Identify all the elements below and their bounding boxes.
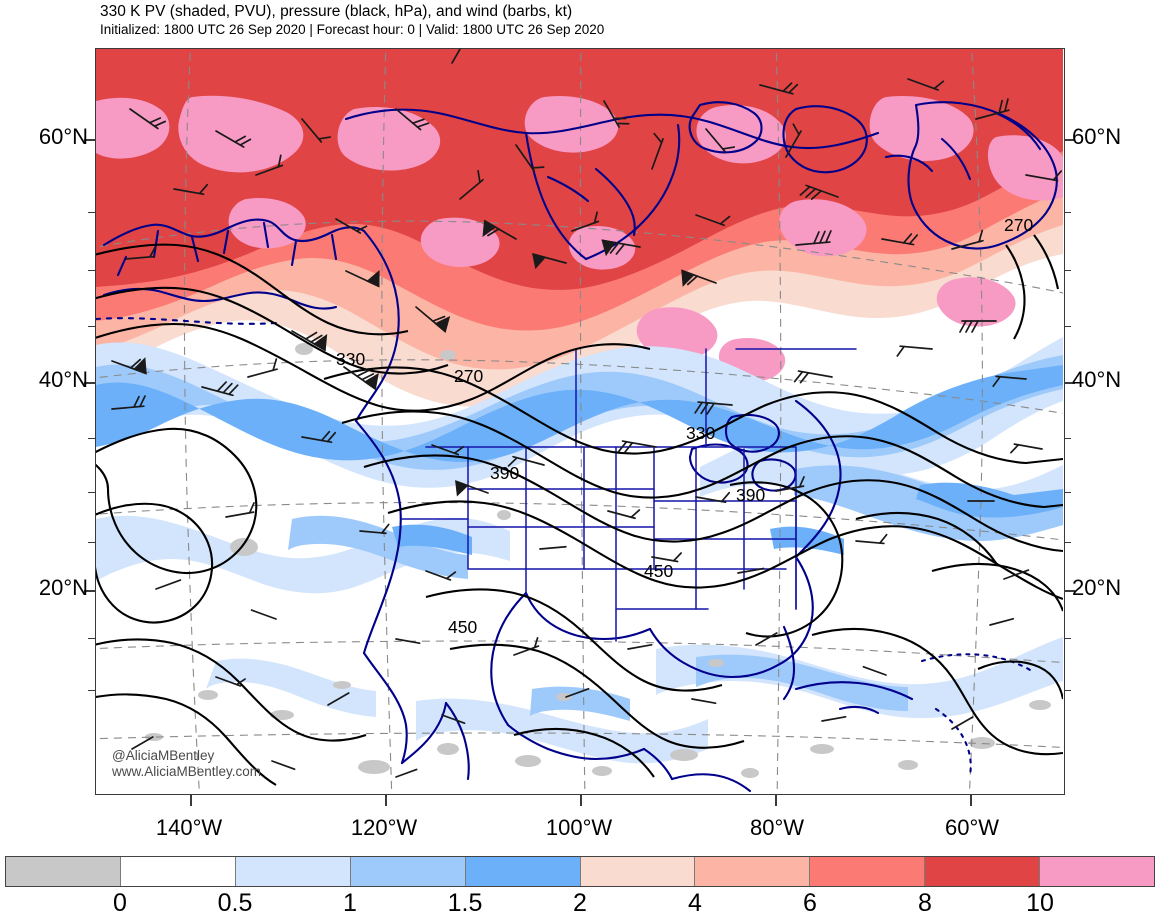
contour-label-330-west: 330 bbox=[336, 349, 365, 369]
lat-tick-minor-6-left bbox=[88, 542, 95, 544]
lat-tick-60n-right bbox=[1064, 139, 1075, 141]
lat-tick-minor-3-right bbox=[1064, 326, 1071, 328]
colorbar-tick-10: 10 bbox=[1026, 889, 1054, 917]
lat-tick-20n-right bbox=[1064, 590, 1075, 592]
colorbar-tick-0-5: 0.5 bbox=[217, 889, 253, 917]
contour-label-390-west: 390 bbox=[490, 463, 519, 483]
pv-band-8-10 bbox=[96, 49, 1063, 290]
lon-tick-100w bbox=[580, 795, 582, 806]
lat-tick-minor-7-right bbox=[1064, 638, 1071, 640]
colorbar-tick-0: 0 bbox=[113, 889, 127, 917]
colorbar-strip bbox=[5, 856, 1155, 887]
contour-label-330-east: 330 bbox=[686, 423, 715, 443]
lat-tick-minor-2-left bbox=[88, 270, 95, 272]
lat-tick-minor-4-right bbox=[1064, 438, 1071, 440]
lat-tick-minor-1-right bbox=[1064, 212, 1071, 214]
lon-label-120w: 120°W bbox=[350, 815, 418, 840]
lon-label-100w: 100°W bbox=[545, 815, 613, 840]
colorbar-segment-6 bbox=[695, 857, 811, 886]
lat-tick-minor-2-right bbox=[1064, 270, 1071, 272]
lon-tick-80w bbox=[775, 795, 777, 806]
colorbar-segment-4 bbox=[465, 857, 581, 886]
lat-label-20n-left: 20°N bbox=[38, 575, 88, 600]
lat-tick-minor-3-left bbox=[88, 326, 95, 328]
colorbar-tick-4: 4 bbox=[688, 889, 702, 917]
lat-label-40n-left: 40°N bbox=[38, 367, 88, 392]
contour-label-390-east: 390 bbox=[736, 485, 765, 505]
wind-barbs bbox=[111, 49, 1063, 778]
lat-tick-minor-6-right bbox=[1064, 542, 1071, 544]
geography-layer bbox=[96, 101, 1058, 793]
lat-tick-minor-1-left bbox=[88, 212, 95, 214]
colorbar-tick-1: 1 bbox=[343, 889, 357, 917]
lat-label-60n-left: 60°N bbox=[38, 124, 88, 149]
page-title: 330 K PV (shaded, PVU), pressure (black,… bbox=[100, 3, 573, 20]
chart-title-block: 330 K PV (shaded, PVU), pressure (black,… bbox=[100, 2, 604, 39]
lat-tick-20n-left bbox=[84, 590, 95, 592]
lat-tick-minor-7-left bbox=[88, 638, 95, 640]
colorbar-segment-8 bbox=[925, 857, 1041, 886]
colorbar-segment-3 bbox=[350, 857, 466, 886]
lat-tick-minor-5-right bbox=[1064, 492, 1071, 494]
colorbar-tick-1-5: 1.5 bbox=[447, 889, 483, 917]
colorbar bbox=[5, 856, 1155, 887]
contour-labels: 330 270 390 450 330 390 450 270 bbox=[336, 215, 1033, 637]
lon-label-60w: 60°W bbox=[944, 815, 1000, 840]
colorbar-segment-0 bbox=[6, 857, 121, 886]
colorbar-segment-2 bbox=[235, 857, 351, 886]
pressure-contours bbox=[96, 234, 1063, 786]
lon-label-80w: 80°W bbox=[749, 815, 805, 840]
lon-tick-60w bbox=[970, 795, 972, 806]
map-plot-area: 330 270 390 450 330 390 450 270 bbox=[95, 48, 1065, 795]
lat-label-20n-right: 20°N bbox=[1072, 575, 1122, 600]
pv-band-1.5-2 bbox=[96, 365, 1063, 555]
contour-label-450-east: 450 bbox=[644, 561, 673, 581]
lat-tick-minor-5-left bbox=[88, 492, 95, 494]
contour-label-450-south: 450 bbox=[448, 617, 477, 637]
lat-tick-40n-right bbox=[1064, 382, 1075, 384]
colorbar-segment-9 bbox=[1040, 857, 1155, 886]
lat-tick-minor-8-left bbox=[88, 690, 95, 692]
colorbar-segment-7 bbox=[810, 857, 926, 886]
lat-tick-60n-left bbox=[84, 139, 95, 141]
lat-label-40n-right: 40°N bbox=[1072, 367, 1122, 392]
lat-label-60n-right: 60°N bbox=[1072, 124, 1122, 149]
watermark-site: www.AliciaMBentley.com bbox=[112, 763, 262, 779]
colorbar-tick-2: 2 bbox=[573, 889, 587, 917]
contour-label-270-northeast: 270 bbox=[1004, 215, 1033, 235]
colorbar-segment-1 bbox=[120, 857, 236, 886]
lon-tick-140w bbox=[190, 795, 192, 806]
colorbar-segment-5 bbox=[580, 857, 696, 886]
contour-label-270-west: 270 bbox=[454, 366, 483, 386]
lat-tick-40n-left bbox=[84, 382, 95, 384]
watermark-handle: @AliciaMBentley bbox=[112, 748, 215, 763]
colorbar-tick-8: 8 bbox=[918, 889, 932, 917]
lon-label-140w: 140°W bbox=[155, 815, 223, 840]
map-canvas: 330 270 390 450 330 390 450 270 bbox=[96, 49, 1063, 793]
lon-tick-120w bbox=[385, 795, 387, 806]
lat-tick-minor-4-left bbox=[88, 438, 95, 440]
chart-subtitle: Initialized: 1800 UTC 26 Sep 2020 | Fore… bbox=[100, 22, 605, 37]
colorbar-tick-6: 6 bbox=[803, 889, 817, 917]
graticule bbox=[96, 49, 1063, 793]
lat-tick-minor-8-right bbox=[1064, 690, 1071, 692]
watermark-credit: @AliciaMBentley www.AliciaMBentley.com bbox=[112, 748, 261, 779]
